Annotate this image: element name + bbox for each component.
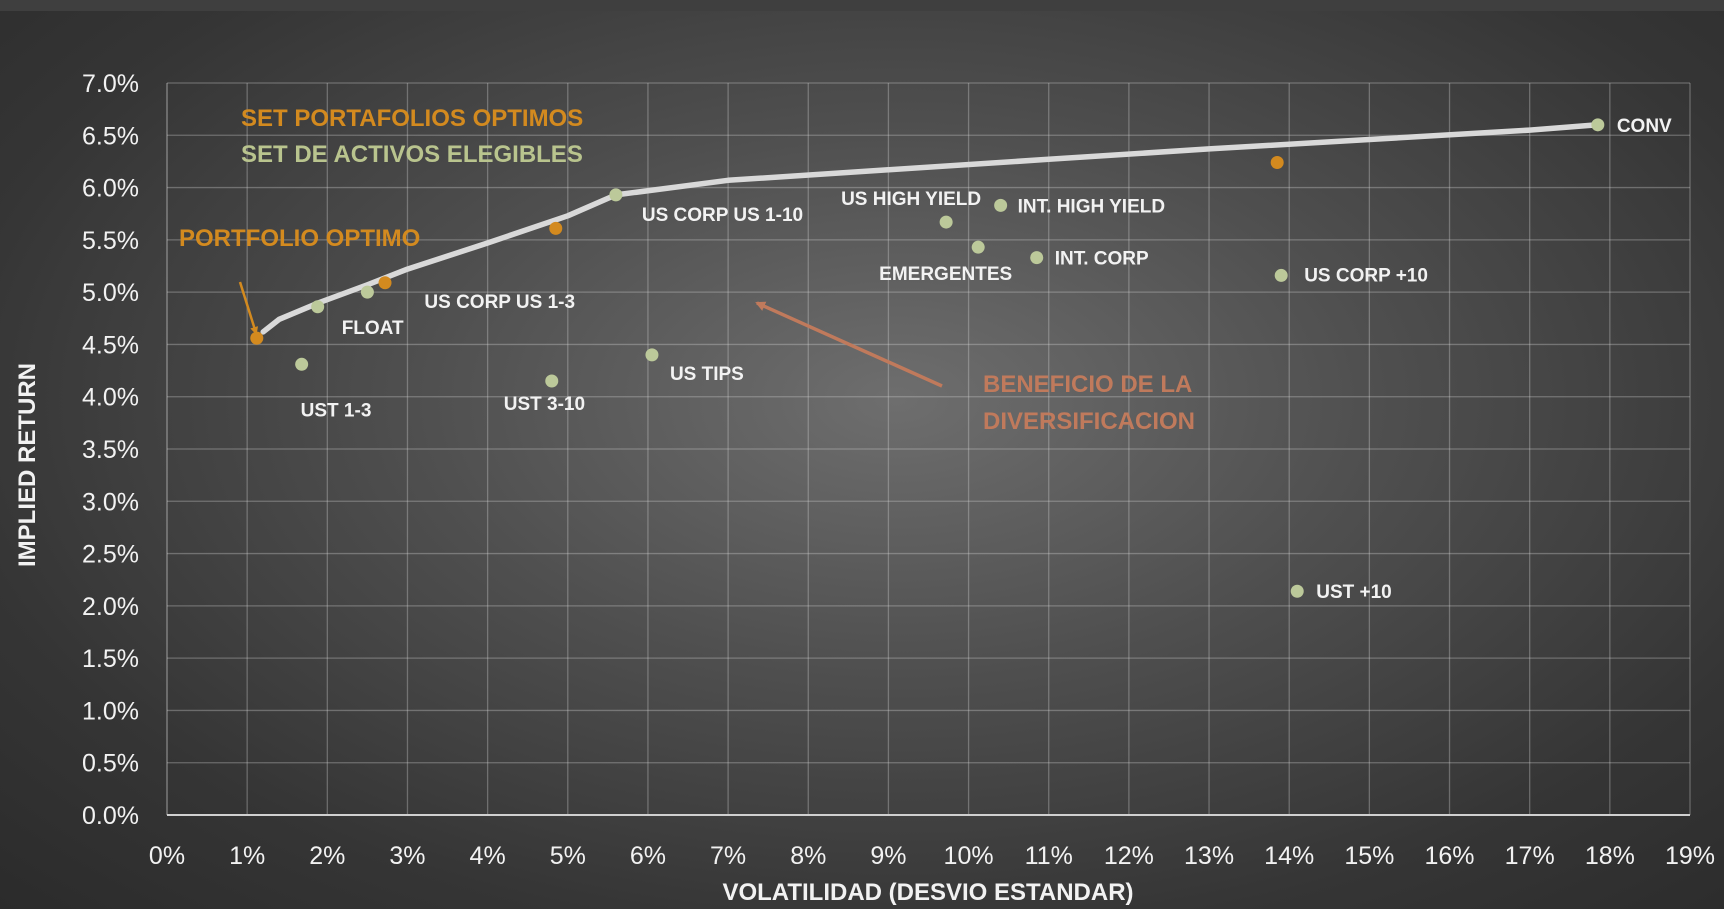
asset-label: US CORP US 1-3 — [424, 292, 575, 313]
x-tick-label: 10% — [944, 842, 994, 870]
x-tick-label: 5% — [550, 842, 586, 870]
y-tick-label: 0.5% — [82, 750, 139, 778]
x-tick-label: 15% — [1344, 842, 1394, 870]
asset-point — [645, 348, 659, 362]
x-tick-label: 2% — [309, 842, 345, 870]
benefit-arrow — [755, 301, 943, 388]
asset-point — [971, 240, 985, 254]
top-bar — [0, 0, 1724, 11]
asset-point — [939, 215, 953, 229]
x-tick-label: 1% — [229, 842, 265, 870]
asset-point — [609, 188, 623, 202]
x-tick-label: 19% — [1665, 842, 1715, 870]
x-tick-label: 18% — [1585, 842, 1635, 870]
portfolio-optimo-label: PORTFOLIO OPTIMO — [179, 225, 420, 252]
y-tick-label: 5.5% — [82, 227, 139, 255]
x-tick-label: 0% — [149, 842, 185, 870]
x-tick-label: 11% — [1025, 842, 1073, 870]
asset-point — [545, 374, 559, 388]
y-tick-label: 6.5% — [82, 122, 139, 150]
optimal-portfolio-point — [250, 331, 264, 345]
x-tick-label: 12% — [1104, 842, 1154, 870]
benefit-label-line1: BENEFICIO DE LA — [983, 371, 1192, 398]
benefit-label-line2: DIVERSIFICACION — [983, 408, 1195, 435]
x-tick-label: 8% — [790, 842, 826, 870]
x-tick-label: 16% — [1425, 842, 1475, 870]
y-tick-label: 1.5% — [82, 645, 139, 673]
asset-label: US CORP +10 — [1304, 265, 1428, 286]
y-tick-label: 0.0% — [82, 802, 139, 830]
asset-label: INT. CORP — [1055, 249, 1149, 270]
asset-label: UST 1-3 — [301, 400, 372, 421]
optimal-portfolio-point — [1270, 155, 1284, 169]
y-tick-label: 2.5% — [82, 541, 139, 569]
asset-label: US TIPS — [670, 364, 744, 385]
y-tick-label: 2.0% — [82, 593, 139, 621]
y-tick-label: 4.5% — [82, 331, 139, 359]
y-tick-label: 1.0% — [82, 697, 139, 725]
y-tick-label: 3.0% — [82, 488, 139, 516]
x-tick-label: 3% — [389, 842, 425, 870]
asset-label: FLOAT — [342, 318, 404, 339]
asset-label: CONV — [1617, 116, 1672, 137]
y-tick-label: 7.0% — [82, 70, 139, 98]
y-tick-label: 4.0% — [82, 384, 139, 412]
asset-label: US HIGH YIELD — [841, 189, 981, 210]
x-tick-labels: 0% 1% 2% 3% 4% 5% 6% 7% 8% 9% 10% 11% 12% 13% 14% 15% 16… — [149, 842, 1715, 870]
asset-point — [360, 285, 374, 299]
portfolio-optimo-pointer — [238, 281, 259, 335]
y-tick-labels: 0.0% 0.5% 1.0% 1.5% 2.0% 2.5% 3.0% 3.5% 4.0% 4.5%… — [82, 70, 139, 830]
asset-point — [311, 300, 325, 314]
legend-assets-label: SET DE ACTIVOS ELEGIBLES — [241, 141, 583, 168]
asset-label: US CORP US 1-10 — [642, 205, 803, 226]
x-tick-label: 4% — [470, 842, 506, 870]
asset-label: UST +10 — [1316, 582, 1392, 603]
axes — [166, 83, 1690, 816]
asset-label: EMERGENTES — [879, 264, 1012, 285]
data-points — [250, 118, 1605, 598]
y-axis-title: IMPLIED RETURN — [14, 363, 41, 567]
y-tick-label: 6.0% — [82, 175, 139, 203]
x-tick-label: 6% — [630, 842, 666, 870]
asset-point — [1274, 268, 1288, 282]
asset-point — [295, 357, 309, 371]
x-tick-label: 14% — [1264, 842, 1314, 870]
x-tick-label: 7% — [710, 842, 746, 870]
optimal-portfolio-point — [378, 276, 392, 290]
asset-point — [994, 198, 1008, 212]
y-tick-label: 3.5% — [82, 436, 139, 464]
x-tick-label: 13% — [1184, 842, 1234, 870]
gridlines — [167, 82, 1691, 815]
y-tick-label: 5.0% — [82, 279, 139, 307]
x-axis-title: VOLATILIDAD (DESVIO ESTANDAR) — [722, 879, 1133, 906]
x-tick-label: 17% — [1505, 842, 1555, 870]
asset-label: INT. HIGH YIELD — [1018, 196, 1165, 217]
optimal-portfolio-point — [549, 221, 563, 235]
asset-point — [1591, 118, 1605, 132]
x-tick-label: 9% — [870, 842, 906, 870]
asset-point — [1290, 584, 1304, 598]
legend-optimal-label: SET PORTAFOLIOS OPTIMOS — [241, 105, 583, 132]
asset-point — [1030, 251, 1044, 265]
point-labels: CONV US CORP US 1-10 INT. HIGH YIELD US HIG… — [301, 116, 1672, 603]
asset-label: UST 3-10 — [504, 394, 585, 415]
